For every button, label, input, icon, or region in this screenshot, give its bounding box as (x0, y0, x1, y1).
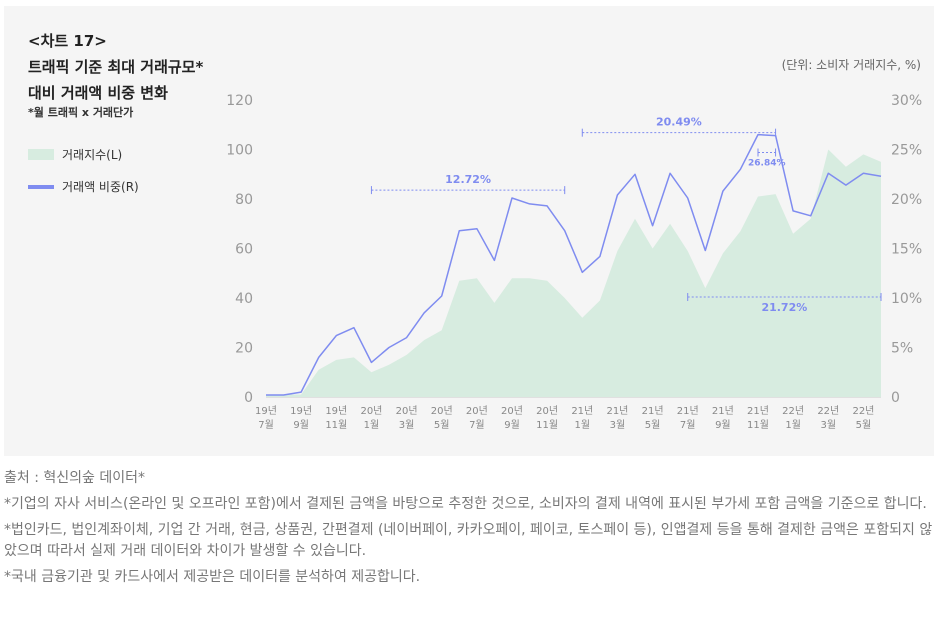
x-tick-year: 19년 (290, 405, 312, 417)
x-tick-year: 20년 (360, 405, 382, 417)
note-source: 출처 : 혁신의숲 데이터* (4, 470, 145, 486)
y-right-tick-label: 10% (891, 291, 922, 307)
y-right-tick-label: 20% (891, 192, 922, 208)
x-tick-month: 5월 (645, 419, 661, 431)
x-tick-month: 3월 (821, 419, 837, 431)
x-tick-year: 20년 (466, 405, 488, 417)
series-area-transaction-index (266, 149, 881, 397)
x-tick-month: 9월 (504, 419, 520, 431)
x-tick-year: 20년 (501, 405, 523, 417)
x-tick-month: 11월 (747, 419, 769, 431)
note-1: *기업의 자사 서비스(온라인 및 오프라인 포함)에서 결제된 금액을 바탕으… (4, 496, 927, 512)
y-left-tick-label: 40 (235, 291, 253, 307)
x-tick-month: 3월 (399, 419, 415, 431)
x-tick-month: 1월 (785, 419, 801, 431)
note-2: *법인카드, 법인계좌이체, 기업 간 거래, 현금, 상품권, 간편결제 (네… (4, 522, 933, 559)
x-tick-month: 1월 (364, 419, 380, 431)
chart-number: <차트 17> (28, 32, 107, 50)
area-swatch (28, 149, 54, 160)
x-tick-month: 9월 (715, 419, 731, 431)
chart-title: <차트 17> 트래픽 기준 최대 거래규모* 대비 거래액 비중 변화 (28, 28, 203, 106)
y-left-tick-label: 80 (235, 192, 253, 208)
x-tick-year: 19년 (325, 405, 347, 417)
annotation-label: 20.49% (656, 116, 702, 129)
title-line-1: 트래픽 기준 최대 거래규모* (28, 58, 204, 76)
y-left-tick-label: 100 (226, 143, 253, 159)
y-left-tick-label: 0 (244, 390, 253, 406)
chart-subtitle: *월 트래픽 x 거래단가 (28, 106, 134, 119)
legend-item-area: 거래지수(L) (28, 146, 122, 163)
y-left-tick-label: 20 (235, 341, 253, 357)
y-right-tick-label: 30% (891, 93, 922, 109)
x-tick-year: 21년 (571, 405, 593, 417)
x-tick-year: 22년 (782, 405, 804, 417)
legend-line-label: 거래액 비중(R) (62, 180, 139, 194)
x-tick-month: 7월 (680, 419, 696, 431)
y-left-tick-label: 60 (235, 242, 253, 258)
x-tick-year: 21년 (606, 405, 628, 417)
chart-svg: 0 20 40 60 80 100 120 0 5% 10% 15% 20% 25% 30% 19년 7월 19… (226, 93, 922, 431)
x-tick-month: 7월 (469, 419, 485, 431)
annotation-label: 26.84% (748, 158, 786, 168)
title-line-2: 대비 거래액 비중 변화 (28, 84, 168, 102)
annotation-label: 12.72% (445, 173, 491, 186)
x-tick-year: 21년 (642, 405, 664, 417)
y-right-tick-label: 15% (891, 242, 922, 258)
x-tick-month: 11월 (325, 419, 347, 431)
x-tick-year: 22년 (817, 405, 839, 417)
x-tick-year: 22년 (852, 405, 874, 417)
x-tick-month: 7월 (258, 419, 274, 431)
x-tick-month: 1월 (575, 419, 591, 431)
y-right-tick-label: 5% (891, 341, 913, 357)
x-tick-year: 20년 (396, 405, 418, 417)
x-tick-year: 20년 (431, 405, 453, 417)
x-tick-year: 20년 (536, 405, 558, 417)
x-tick-month: 5월 (856, 419, 872, 431)
line-swatch (28, 184, 54, 189)
x-tick-year: 21년 (747, 405, 769, 417)
annotation-label: 21.72% (761, 301, 807, 314)
x-tick-year: 19년 (255, 405, 277, 417)
x-tick-month: 9월 (293, 419, 309, 431)
series-line-share (266, 133, 882, 396)
x-tick-year: 21년 (677, 405, 699, 417)
x-tick-month: 3월 (610, 419, 626, 431)
notes: 출처 : 혁신의숲 데이터* *기업의 자사 서비스(온라인 및 오프라인 포함… (4, 468, 934, 593)
y-left-tick-label: 120 (226, 93, 253, 109)
x-tick-month: 5월 (434, 419, 450, 431)
y-right-tick-label: 0 (891, 390, 900, 406)
x-tick-month: 11월 (536, 419, 558, 431)
x-tick-year: 21년 (712, 405, 734, 417)
legend-item-line: 거래액 비중(R) (28, 178, 139, 195)
unit-label: (단위: 소비자 거래지수, %) (781, 58, 921, 72)
note-3: *국내 금융기관 및 카드사에서 제공받은 데이터를 분석하여 제공합니다. (4, 569, 421, 585)
legend-area-label: 거래지수(L) (62, 148, 123, 162)
y-right-tick-label: 25% (891, 143, 922, 159)
